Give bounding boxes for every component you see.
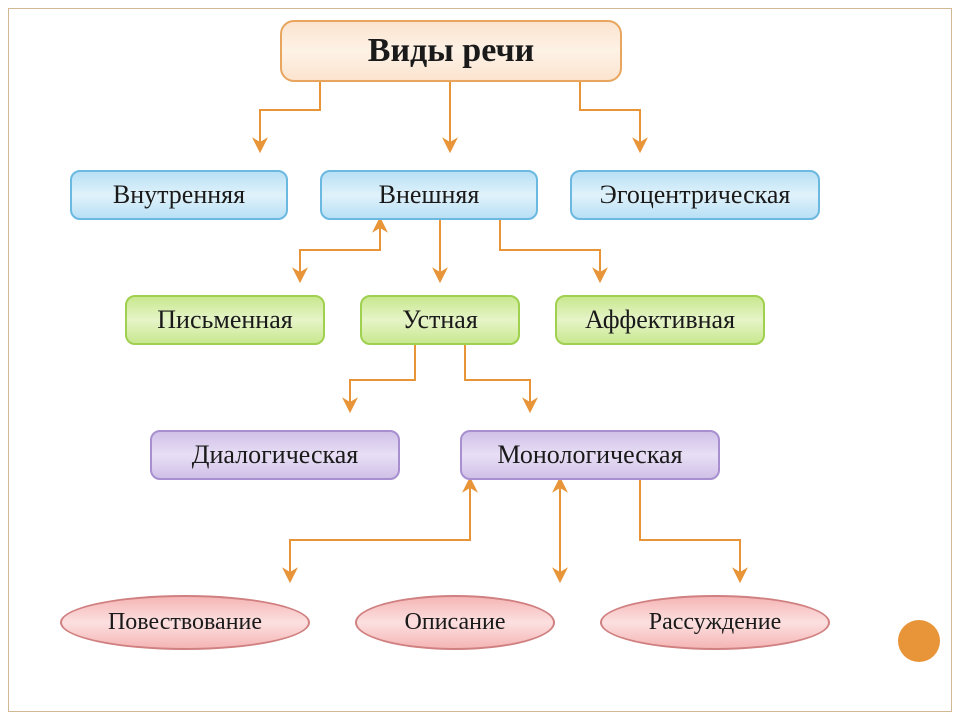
- node-outer: Внешняя: [320, 170, 538, 220]
- node-written: Письменная: [125, 295, 325, 345]
- node-egocentric: Эгоцентрическая: [570, 170, 820, 220]
- node-dialogic: Диалогическая: [150, 430, 400, 480]
- node-description: Описание: [355, 595, 555, 650]
- title-box: Виды речи: [280, 20, 622, 82]
- node-narration: Повествование: [60, 595, 310, 650]
- corner-dot-icon: [898, 620, 940, 662]
- node-affective: Аффективная: [555, 295, 765, 345]
- node-oral: Устная: [360, 295, 520, 345]
- node-reasoning: Рассуждение: [600, 595, 830, 650]
- node-monologic: Монологическая: [460, 430, 720, 480]
- node-inner: Внутренняя: [70, 170, 288, 220]
